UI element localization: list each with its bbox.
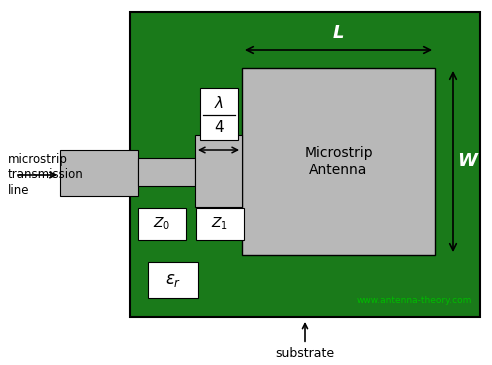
Bar [200,88,238,140]
Bar [138,158,195,186]
Bar [148,262,198,298]
Bar [138,208,186,240]
Text: $Z_0$: $Z_0$ [154,216,171,232]
Bar [195,135,242,207]
Text: microstrip
transmission
line: microstrip transmission line [8,154,84,196]
Text: W: W [457,153,477,170]
Text: 4: 4 [214,119,224,134]
Text: substrate: substrate [276,324,335,360]
Bar [242,68,435,255]
Text: $\lambda$: $\lambda$ [214,95,224,111]
Bar [60,150,138,196]
Text: $\varepsilon_r$: $\varepsilon_r$ [165,271,181,289]
Bar [196,208,244,240]
Text: $Z_1$: $Z_1$ [212,216,228,232]
Text: L: L [333,24,344,42]
Bar [130,12,480,317]
Text: Microstrip
Antenna: Microstrip Antenna [304,146,373,177]
Text: www.antenna-theory.com: www.antenna-theory.com [357,296,472,305]
